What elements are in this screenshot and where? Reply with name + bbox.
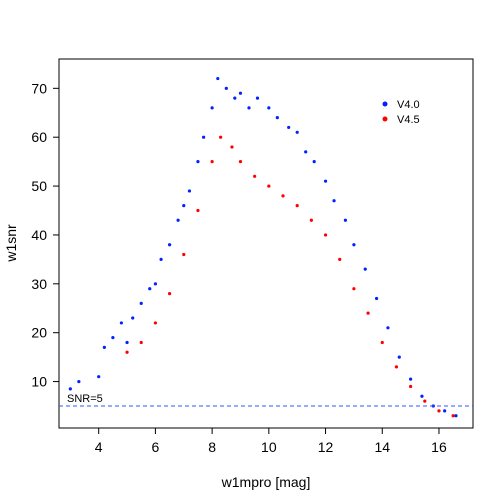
scatter-point — [182, 252, 186, 257]
y-tick-label: 70 — [31, 80, 47, 96]
scatter-point — [437, 409, 441, 413]
scatter-point — [312, 160, 316, 164]
x-tick-label: 6 — [152, 439, 160, 455]
scatter-point — [443, 409, 447, 413]
scatter-point — [374, 296, 379, 301]
scatter-point — [253, 174, 257, 178]
scatter-point — [287, 125, 291, 130]
x-axis: 4 6 8 10 12 14 16 — [95, 428, 447, 455]
scatter-point — [176, 218, 180, 222]
scatter-point — [295, 130, 299, 134]
scatter-point — [102, 345, 106, 349]
scatter-point — [139, 301, 143, 305]
legend-label-v40: V4.0 — [397, 99, 420, 111]
y-tick-label: 30 — [31, 276, 47, 292]
scatter-point — [338, 257, 342, 261]
scatter-point — [119, 321, 123, 325]
scatter-point — [187, 189, 192, 193]
scatter-point — [267, 184, 271, 188]
scatter-point — [454, 414, 458, 418]
scatter-point — [423, 399, 427, 403]
y-axis-label: w1snr — [3, 224, 19, 263]
scatter-point — [125, 350, 129, 354]
snr-reference-label: SNR=5 — [67, 393, 103, 405]
series-v40 — [68, 76, 458, 418]
scatter-point — [167, 291, 172, 296]
scatter-point — [397, 355, 401, 359]
scatter-point — [219, 135, 223, 139]
scatter-point — [295, 204, 299, 208]
scatter-point — [386, 326, 390, 330]
scatter-point — [210, 160, 214, 164]
x-axis-label: w1mpro [mag] — [221, 474, 311, 490]
scatter-point — [309, 218, 313, 222]
scatter-point — [394, 365, 399, 369]
scatter-point — [409, 384, 413, 389]
scatter-point — [202, 135, 206, 139]
scatter-point — [323, 233, 328, 237]
scatter-point — [153, 282, 158, 286]
x-tick-label: 14 — [374, 439, 390, 455]
scatter-point — [304, 150, 308, 154]
scatter-point — [409, 377, 413, 381]
scatter-point — [451, 414, 455, 418]
scatter-point — [238, 160, 243, 164]
y-tick-label: 60 — [31, 129, 47, 145]
scatter-point — [323, 179, 328, 183]
series-v45 — [125, 135, 455, 418]
y-tick-label: 10 — [31, 374, 47, 390]
scatter-point — [153, 321, 158, 325]
plot-layer — [68, 76, 458, 418]
scatter-point — [255, 96, 260, 100]
scatter-point — [343, 218, 347, 222]
y-axis: 10 20 30 40 50 60 70 — [31, 80, 59, 390]
legend-marker-v45 — [382, 116, 388, 122]
scatter-point — [68, 387, 72, 391]
scatter-point — [159, 257, 163, 261]
scatter-point — [167, 243, 172, 247]
y-tick-label: 20 — [31, 325, 47, 341]
scatter-point — [380, 340, 384, 345]
y-tick-label: 40 — [31, 227, 47, 243]
x-tick-label: 4 — [95, 439, 103, 455]
x-tick-label: 10 — [261, 439, 277, 455]
scatter-point — [238, 91, 243, 95]
x-tick-label: 8 — [208, 439, 216, 455]
scatter-point — [352, 243, 356, 247]
scatter-point — [216, 76, 220, 81]
legend-label-v45: V4.5 — [397, 114, 420, 126]
scatter-point — [111, 335, 115, 340]
scatter-point — [196, 160, 200, 164]
scatter-point — [210, 106, 214, 110]
scatter-point — [420, 394, 424, 398]
scatter-point — [182, 204, 186, 208]
scatter-point — [139, 340, 143, 345]
scatter-point — [196, 208, 200, 213]
scatter-point — [352, 287, 356, 291]
y-tick-label: 50 — [31, 178, 47, 194]
scatter-point — [247, 106, 251, 110]
scatter-point — [77, 379, 81, 384]
legend-marker-v40 — [382, 101, 388, 107]
scatter-point — [97, 375, 101, 379]
scatter-point — [281, 194, 285, 198]
scatter-point — [224, 86, 228, 90]
scatter-point — [233, 96, 237, 100]
scatter-point — [366, 311, 370, 315]
scatter-point — [125, 340, 129, 345]
plot-frame — [58, 58, 474, 429]
scatter-point — [131, 316, 135, 320]
x-tick-label: 12 — [318, 439, 334, 455]
scatter-point — [148, 287, 152, 291]
x-tick-label: 16 — [431, 439, 447, 455]
scatter-point — [267, 106, 271, 110]
scatter-point — [230, 145, 234, 149]
scatter-point — [275, 116, 279, 120]
scatter-point — [363, 267, 367, 271]
legend: V4.0 V4.5 — [382, 99, 420, 126]
scatter-point — [332, 199, 336, 203]
